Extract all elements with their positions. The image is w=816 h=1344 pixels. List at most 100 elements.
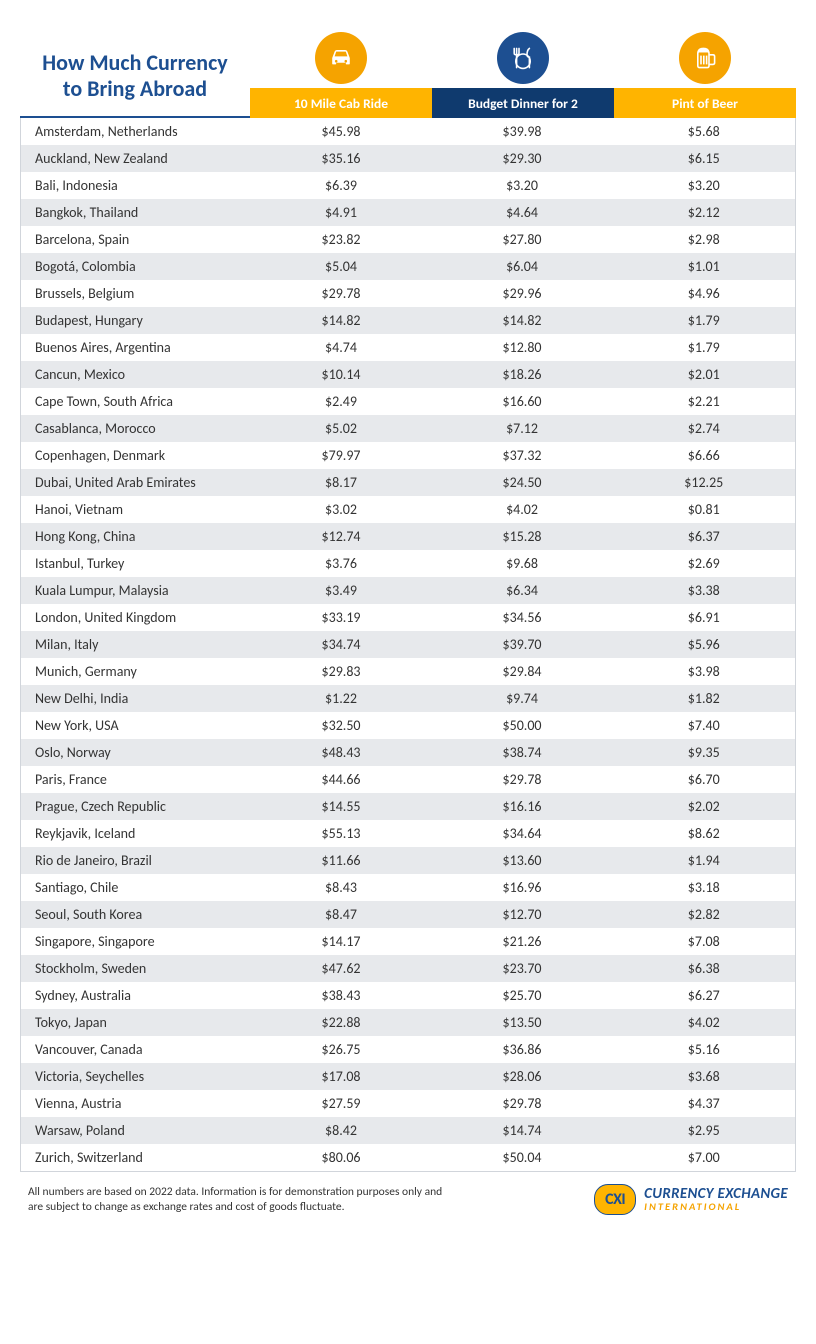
cab-cell: $14.82: [251, 307, 432, 334]
cab-cell: $12.74: [251, 523, 432, 550]
dinner-cell: $29.84: [432, 658, 613, 685]
table-row: Brussels, Belgium$29.78$29.96$4.96: [21, 280, 796, 307]
cab-cell: $3.76: [251, 550, 432, 577]
table-row: Amsterdam, Netherlands$45.98$39.98$5.68: [21, 118, 796, 145]
footer: All numbers are based on 2022 data. Info…: [20, 1171, 796, 1215]
column-header-beer: Pint of Beer: [614, 30, 796, 118]
table-row: Sydney, Australia$38.43$25.70$6.27: [21, 982, 796, 1009]
dinner-cell: $23.70: [432, 955, 613, 982]
beer-cell: $2.12: [613, 199, 796, 226]
brand-logo: CXI CURRENCY EXCHANGE INTERNATIONAL: [594, 1184, 788, 1215]
table-row: Bangkok, Thailand$4.91$4.64$2.12: [21, 199, 796, 226]
city-cell: Zurich, Switzerland: [21, 1144, 251, 1171]
city-cell: Prague, Czech Republic: [21, 793, 251, 820]
table-row: Reykjavik, Iceland$55.13$34.64$8.62: [21, 820, 796, 847]
beer-cell: $4.96: [613, 280, 796, 307]
city-cell: New York, USA: [21, 712, 251, 739]
cab-cell: $44.66: [251, 766, 432, 793]
beer-cell: $2.01: [613, 361, 796, 388]
beer-cell: $4.37: [613, 1090, 796, 1117]
dinner-cell: $3.20: [432, 172, 613, 199]
city-cell: London, United Kingdom: [21, 604, 251, 631]
city-cell: Buenos Aires, Argentina: [21, 334, 251, 361]
footnote-text: All numbers are based on 2022 data. Info…: [28, 1185, 448, 1215]
dinner-cell: $25.70: [432, 982, 613, 1009]
table-row: Hanoi, Vietnam$3.02$4.02$0.81: [21, 496, 796, 523]
beer-cell: $2.82: [613, 901, 796, 928]
car-icon: [315, 32, 367, 84]
dinner-cell: $16.96: [432, 874, 613, 901]
beer-cell: $3.68: [613, 1063, 796, 1090]
city-cell: Singapore, Singapore: [21, 928, 251, 955]
cab-cell: $14.17: [251, 928, 432, 955]
beer-cell: $2.74: [613, 415, 796, 442]
table-row: Bogotá, Colombia$5.04$6.04$1.01: [21, 253, 796, 280]
beer-cell: $6.15: [613, 145, 796, 172]
cab-cell: $55.13: [251, 820, 432, 847]
city-cell: Bali, Indonesia: [21, 172, 251, 199]
table-header: How Much Currency to Bring Abroad 10 Mil…: [20, 30, 796, 118]
city-cell: Bangkok, Thailand: [21, 199, 251, 226]
city-cell: Brussels, Belgium: [21, 280, 251, 307]
table-row: Warsaw, Poland$8.42$14.74$2.95: [21, 1117, 796, 1144]
beer-cell: $5.96: [613, 631, 796, 658]
beer-cell: $3.18: [613, 874, 796, 901]
table-row: Singapore, Singapore$14.17$21.26$7.08: [21, 928, 796, 955]
beer-cell: $6.38: [613, 955, 796, 982]
city-cell: Oslo, Norway: [21, 739, 251, 766]
table-row: Vienna, Austria$27.59$29.78$4.37: [21, 1090, 796, 1117]
logo-text: CURRENCY EXCHANGE INTERNATIONAL: [644, 1187, 788, 1211]
city-cell: Budapest, Hungary: [21, 307, 251, 334]
beer-cell: $2.02: [613, 793, 796, 820]
beer-cell: $2.69: [613, 550, 796, 577]
dinner-cell: $12.80: [432, 334, 613, 361]
table-row: Seoul, South Korea$8.47$12.70$2.82: [21, 901, 796, 928]
beer-cell: $6.27: [613, 982, 796, 1009]
cab-cell: $11.66: [251, 847, 432, 874]
beer-cell: $2.95: [613, 1117, 796, 1144]
table-row: Cancun, Mexico$10.14$18.26$2.01: [21, 361, 796, 388]
city-cell: Casablanca, Morocco: [21, 415, 251, 442]
table-row: Stockholm, Sweden$47.62$23.70$6.38: [21, 955, 796, 982]
beer-cell: $8.62: [613, 820, 796, 847]
beer-cell: $6.37: [613, 523, 796, 550]
table-row: Munich, Germany$29.83$29.84$3.98: [21, 658, 796, 685]
table-row: Milan, Italy$34.74$39.70$5.96: [21, 631, 796, 658]
dinner-cell: $50.00: [432, 712, 613, 739]
table-row: New York, USA$32.50$50.00$7.40: [21, 712, 796, 739]
table-row: Zurich, Switzerland$80.06$50.04$7.00: [21, 1144, 796, 1171]
table-row: Hong Kong, China$12.74$15.28$6.37: [21, 523, 796, 550]
beer-cell: $6.91: [613, 604, 796, 631]
dinner-cell: $16.60: [432, 388, 613, 415]
dinner-cell: $39.98: [432, 118, 613, 145]
dinner-cell: $38.74: [432, 739, 613, 766]
cab-cell: $45.98: [251, 118, 432, 145]
beer-icon: [679, 32, 731, 84]
dinner-cell: $6.04: [432, 253, 613, 280]
cab-cell: $48.43: [251, 739, 432, 766]
dinner-cell: $7.12: [432, 415, 613, 442]
table-row: Buenos Aires, Argentina$4.74$12.80$1.79: [21, 334, 796, 361]
city-cell: Vancouver, Canada: [21, 1036, 251, 1063]
beer-cell: $6.66: [613, 442, 796, 469]
city-cell: Hong Kong, China: [21, 523, 251, 550]
beer-cell: $3.98: [613, 658, 796, 685]
dinner-cell: $12.70: [432, 901, 613, 928]
cab-cell: $8.47: [251, 901, 432, 928]
beer-cell: $1.01: [613, 253, 796, 280]
dinner-cell: $29.78: [432, 766, 613, 793]
cab-cell: $2.49: [251, 388, 432, 415]
dinner-cell: $6.34: [432, 577, 613, 604]
table-row: Oslo, Norway$48.43$38.74$9.35: [21, 739, 796, 766]
cab-cell: $1.22: [251, 685, 432, 712]
cab-cell: $29.83: [251, 658, 432, 685]
beer-cell: $1.79: [613, 334, 796, 361]
cab-cell: $3.49: [251, 577, 432, 604]
table-row: Bali, Indonesia$6.39$3.20$3.20: [21, 172, 796, 199]
city-cell: Auckland, New Zealand: [21, 145, 251, 172]
dinner-cell: $21.26: [432, 928, 613, 955]
city-cell: Santiago, Chile: [21, 874, 251, 901]
dinner-cell: $39.70: [432, 631, 613, 658]
table-row: Victoria, Seychelles$17.08$28.06$3.68: [21, 1063, 796, 1090]
cab-cell: $29.78: [251, 280, 432, 307]
